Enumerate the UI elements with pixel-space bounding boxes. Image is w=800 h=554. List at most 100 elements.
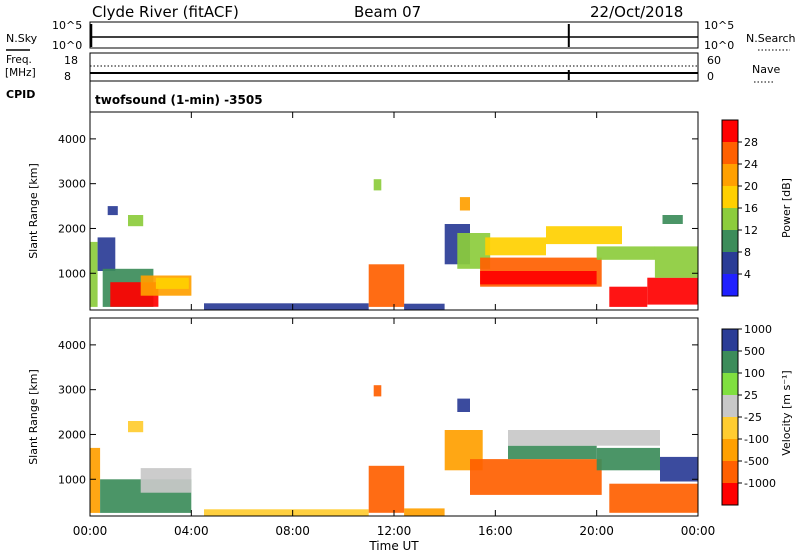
nsky-tick-bottom: 10^0 bbox=[52, 39, 82, 52]
colorbar-segment bbox=[722, 186, 738, 208]
power-colorbar: 4 8 12 16 20 24 28 bbox=[721, 119, 758, 297]
nsky-tick-top: 10^5 bbox=[52, 19, 82, 32]
colorbar-tick-label: -500 bbox=[744, 455, 769, 468]
colorbar-segment bbox=[722, 142, 738, 164]
colorbar-segment bbox=[722, 439, 738, 461]
freq-label: Freq. bbox=[6, 54, 32, 66]
colorbar-tick-label: -100 bbox=[744, 433, 769, 446]
time-axis: 00:00 04:00 08:00 12:00 16:00 20:00 00:00 bbox=[73, 112, 716, 538]
data-cell bbox=[508, 430, 660, 446]
freq-unit: [MHz] bbox=[5, 67, 36, 79]
data-cell bbox=[480, 271, 597, 285]
y-tick-label: 3000 bbox=[58, 384, 86, 397]
data-cell bbox=[140, 468, 192, 493]
data-cell bbox=[609, 483, 698, 513]
colorbar-tick-label: 20 bbox=[744, 180, 758, 193]
data-cell bbox=[596, 246, 655, 260]
y-tick-label: 4000 bbox=[58, 133, 86, 146]
colorbar-segment bbox=[722, 329, 738, 351]
nsearch-label: N.Search bbox=[746, 32, 796, 45]
velocity-panel bbox=[90, 385, 698, 516]
time-axis-label: Time UT bbox=[368, 539, 419, 553]
date-title: 22/Oct/2018 bbox=[590, 3, 683, 21]
power-panel bbox=[90, 179, 698, 310]
x-tick-label: 16:00 bbox=[478, 524, 513, 538]
y-tick-label: 2000 bbox=[58, 428, 86, 441]
y-tick-label: 4000 bbox=[58, 339, 86, 352]
x-tick-label: 20:00 bbox=[579, 524, 614, 538]
colorbar-tick-label: -25 bbox=[744, 411, 762, 424]
freq-trace bbox=[90, 65, 698, 80]
x-tick-label: 08:00 bbox=[275, 524, 310, 538]
data-cell bbox=[457, 398, 470, 412]
y-tick-label: 2000 bbox=[58, 222, 86, 235]
colorbar-segment bbox=[722, 252, 738, 274]
y-tick-label: 3000 bbox=[58, 178, 86, 191]
data-cell bbox=[647, 277, 698, 305]
data-cell bbox=[546, 226, 622, 245]
data-cell bbox=[654, 246, 698, 278]
y-tick-label: 1000 bbox=[58, 473, 86, 486]
beam-title: Beam 07 bbox=[354, 3, 421, 21]
nave-tick-bottom: 0 bbox=[707, 70, 714, 83]
data-cell bbox=[204, 509, 369, 516]
power-yticks: 1000 2000 3000 4000 bbox=[58, 133, 698, 280]
data-cell bbox=[373, 385, 382, 397]
data-cell bbox=[404, 303, 445, 310]
data-cell bbox=[404, 508, 445, 516]
nave-tick-top: 60 bbox=[707, 54, 721, 67]
freq-panel bbox=[89, 52, 699, 82]
data-cell bbox=[368, 465, 405, 513]
freq-tick-top: 18 bbox=[64, 54, 78, 67]
data-cell bbox=[128, 421, 144, 433]
x-tick-label: 12:00 bbox=[377, 524, 412, 538]
colorbar-tick-label: 25 bbox=[744, 389, 758, 402]
colorbar-segment bbox=[722, 483, 738, 505]
colorbar-tick-label: 28 bbox=[744, 136, 758, 149]
velocity-colorbar: -1000 -500 -100 -25 25 100 500 1000 bbox=[721, 323, 776, 506]
nave-label: Nave bbox=[752, 63, 780, 76]
velocity-colorbar-label: Velocity [m s⁻¹] bbox=[780, 370, 793, 455]
colorbar-segment bbox=[722, 417, 738, 439]
freq-tick-bottom: 8 bbox=[64, 70, 71, 83]
velocity-ylabel: Slant Range [km] bbox=[27, 369, 40, 465]
data-cell bbox=[373, 179, 382, 191]
colorbar-tick-label: 12 bbox=[744, 224, 758, 237]
data-cell bbox=[485, 237, 546, 256]
data-cell bbox=[470, 459, 602, 495]
nsearch-tick-bottom: 10^0 bbox=[704, 39, 734, 52]
data-cell bbox=[459, 197, 470, 211]
colorbar-segment bbox=[722, 351, 738, 373]
x-tick-label: 00:00 bbox=[73, 524, 108, 538]
colorbar-segment bbox=[722, 120, 738, 142]
colorbar-tick-label: 100 bbox=[744, 367, 765, 380]
colorbar-tick-label: 16 bbox=[744, 202, 758, 215]
colorbar-segment bbox=[722, 230, 738, 252]
data-cell bbox=[107, 206, 118, 216]
cpid-text: twofsound (1-min) -3505 bbox=[95, 93, 263, 107]
colorbar-tick-label: 8 bbox=[744, 246, 751, 259]
data-cell bbox=[90, 241, 98, 307]
y-tick-label: 1000 bbox=[58, 267, 86, 280]
data-cell bbox=[508, 445, 597, 460]
power-colorbar-label: Power [dB] bbox=[780, 178, 793, 238]
x-tick-label: 00:00 bbox=[681, 524, 716, 538]
station-title: Clyde River (fitACF) bbox=[92, 3, 239, 21]
colorbar-tick-label: 4 bbox=[744, 268, 751, 281]
colorbar-tick-label: 500 bbox=[744, 345, 765, 358]
data-cell bbox=[662, 215, 683, 224]
colorbar-segment bbox=[722, 164, 738, 186]
data-cell bbox=[128, 215, 144, 227]
data-cell bbox=[609, 286, 648, 307]
colorbar-segment bbox=[722, 461, 738, 483]
colorbar-tick-label: 1000 bbox=[744, 323, 772, 336]
data-cell bbox=[155, 277, 189, 289]
data-cell bbox=[90, 447, 101, 513]
data-cell bbox=[97, 237, 116, 271]
cpid-label: CPID bbox=[6, 88, 35, 101]
nsearch-tick-top: 10^5 bbox=[704, 19, 734, 32]
nsky-trace bbox=[90, 24, 698, 47]
colorbar-tick-label: 24 bbox=[744, 158, 758, 171]
colorbar-segment bbox=[722, 208, 738, 230]
